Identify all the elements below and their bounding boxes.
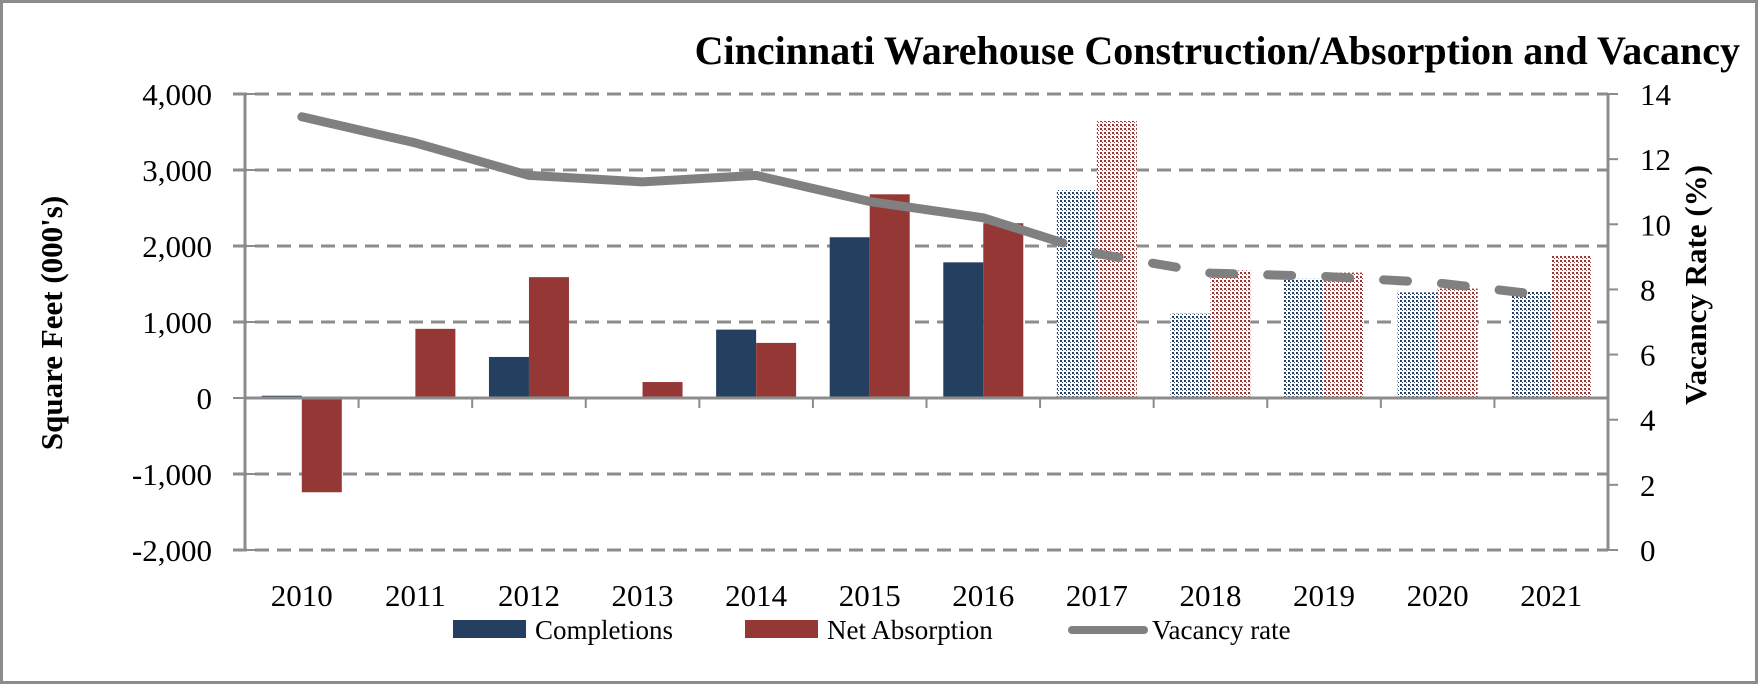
bar-net-absorption [983,223,1024,398]
x-tick-label: 2021 [1520,578,1582,613]
y-tick-labels: 4,000 3,000 2,000 1,000 0 -1,000 -2,000 [132,77,212,568]
axes [233,93,1618,551]
legend-label-vacancy-rate: Vacancy rate [1152,615,1291,645]
y-tick-label: -1,000 [132,457,212,492]
bar-completions [1170,313,1211,398]
y2-tick-label: 10 [1640,207,1671,242]
x-tick-label: 2020 [1407,578,1469,613]
x-tick-label: 2010 [271,578,333,613]
legend-swatch-completions [453,620,526,638]
x-tick-label: 2013 [612,578,674,613]
bar-net-absorption [1324,272,1365,398]
legend: Completions Net Absorption Vacancy rate [453,615,1291,645]
bar-net-absorption [1437,288,1478,398]
x-tick-label: 2012 [498,578,560,613]
gridlines [233,92,1608,552]
y-tick-label: 2,000 [142,229,212,264]
x-tick-labels: 2010 2011 2012 2013 2014 2015 2016 2017 2018 2019… [271,578,1582,613]
bar-net-absorption [301,398,342,493]
chart-title: Cincinnati Warehouse Construction/Absorp… [695,28,1740,73]
y-tick-label: 0 [197,381,213,416]
x-tick-label: 2019 [1293,578,1355,613]
x-tick-label: 2016 [952,578,1014,613]
bar-completions [716,329,757,398]
bar-completions [1056,190,1097,398]
bar-net-absorption [756,342,797,398]
x-tick-label: 2018 [1179,578,1241,613]
bar-completions [1284,278,1325,398]
y-axis-title: Square Feet (000's) [34,196,69,450]
bar-net-absorption [869,194,910,398]
legend-swatch-net-absorption [745,620,818,638]
y2-tick-label: 14 [1640,77,1672,112]
bar-net-absorption [415,328,456,398]
bar-net-absorption [1210,270,1251,398]
bar-completions [943,262,984,398]
legend-label-net-absorption: Net Absorption [827,615,993,645]
y-tick-label: 4,000 [142,77,212,112]
bar-completions [829,237,870,398]
bar-net-absorption [1551,255,1592,398]
y2-axis-title: Vacancy Rate (%) [1678,165,1713,405]
vacancy-line-actual [297,112,1045,241]
y2-tick-label: 8 [1640,272,1656,307]
y2-tick-label: 6 [1640,338,1656,373]
legend-label-completions: Completions [535,615,673,645]
y2-tick-labels: 14 12 10 8 6 4 2 0 [1640,77,1672,568]
x-tick-label: 2014 [725,578,788,613]
y-tick-label: 3,000 [142,153,212,188]
bars [261,120,1592,493]
x-tick-label: 2017 [1066,578,1128,613]
x-tick-label: 2015 [839,578,901,613]
x-tick-label: 2011 [385,578,446,613]
bar-completions [1511,291,1552,398]
y-tick-label: 1,000 [142,305,212,340]
bar-completions [1397,292,1438,398]
y2-tick-label: 2 [1640,468,1656,503]
bar-net-absorption [528,277,569,398]
y2-tick-label: 4 [1640,403,1656,438]
y2-tick-label: 12 [1640,142,1671,177]
y-tick-label: -2,000 [132,533,212,568]
bar-completions [488,356,529,398]
bar-net-absorption [642,382,683,398]
vacancy-line-forecast [1035,231,1556,301]
vacancy-line [297,112,1556,301]
y2-tick-label: 0 [1640,533,1656,568]
